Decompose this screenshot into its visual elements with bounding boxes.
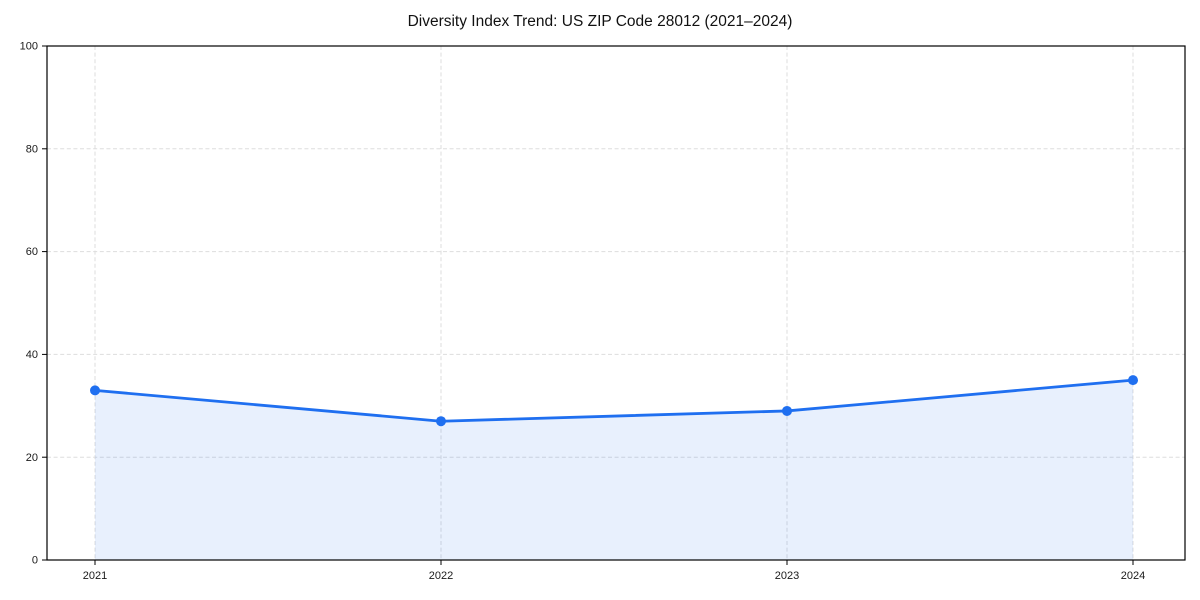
x-axis-tick-label: 2022 bbox=[429, 570, 453, 582]
chart-title: Diversity Index Trend: US ZIP Code 28012… bbox=[407, 13, 793, 30]
data-point-marker bbox=[782, 405, 792, 416]
x-axis-tick-label: 2021 bbox=[83, 570, 107, 582]
y-axis-tick-label: 80 bbox=[26, 143, 38, 155]
x-axis-tick-label: 2023 bbox=[775, 570, 799, 582]
y-axis-tick-label: 40 bbox=[26, 349, 38, 361]
tick-marks bbox=[42, 45, 1134, 565]
data-point-marker bbox=[90, 385, 100, 396]
y-axis-tick-label: 0 bbox=[32, 555, 38, 567]
x-axis-tick-label: 2024 bbox=[1121, 570, 1145, 582]
data-point-marker bbox=[436, 416, 446, 427]
y-axis-tick-labels: 0 20 40 60 80 100 bbox=[20, 41, 38, 567]
y-axis-tick-label: 20 bbox=[26, 452, 38, 464]
data-point-markers bbox=[90, 375, 1138, 427]
area-fill bbox=[95, 380, 1133, 560]
trend-line bbox=[93, 378, 1135, 423]
plot-border bbox=[46, 45, 1186, 561]
data-point-marker bbox=[1128, 375, 1138, 386]
x-axis-tick-labels: 2021 2022 2023 2024 bbox=[83, 570, 1145, 582]
y-axis-tick-label: 100 bbox=[20, 41, 38, 53]
y-axis-tick-label: 60 bbox=[26, 246, 38, 258]
